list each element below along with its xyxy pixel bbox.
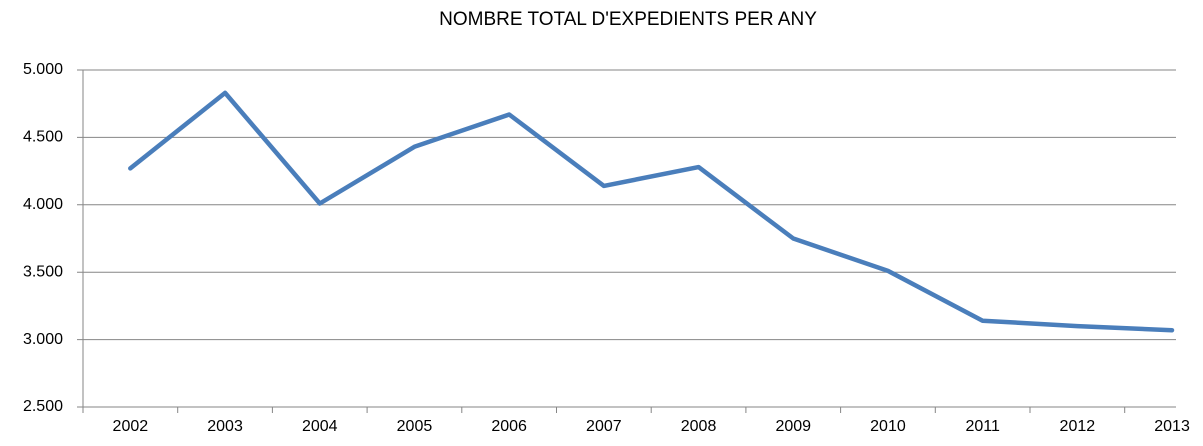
- chart-title: NOMBRE TOTAL D'EXPEDIENTS PER ANY: [439, 9, 817, 30]
- x-tick-label: 2005: [397, 418, 433, 435]
- y-tick-label: 3.500: [23, 263, 63, 280]
- x-tick-label: 2008: [681, 418, 717, 435]
- y-tick-label: 2.500: [23, 398, 63, 415]
- y-tick-label: 4.500: [23, 129, 63, 146]
- x-tick-label: 2013: [1154, 418, 1190, 435]
- y-tick-label: 5.000: [23, 61, 63, 78]
- y-tick-label: 3.000: [23, 331, 63, 348]
- x-tick-label: 2004: [302, 418, 338, 435]
- x-tick-label: 2007: [586, 418, 622, 435]
- x-tick-label: 2009: [775, 418, 811, 435]
- x-tick-label: 2011: [965, 418, 1000, 435]
- x-tick-label: 2006: [491, 418, 527, 435]
- x-tick-label: 2003: [207, 418, 243, 435]
- x-tick-label: 2010: [870, 418, 906, 435]
- x-tick-label: 2012: [1060, 418, 1096, 435]
- y-tick-label: 4.000: [23, 196, 63, 213]
- line: [128, 90, 1175, 333]
- x-tick-label: 2002: [113, 418, 149, 435]
